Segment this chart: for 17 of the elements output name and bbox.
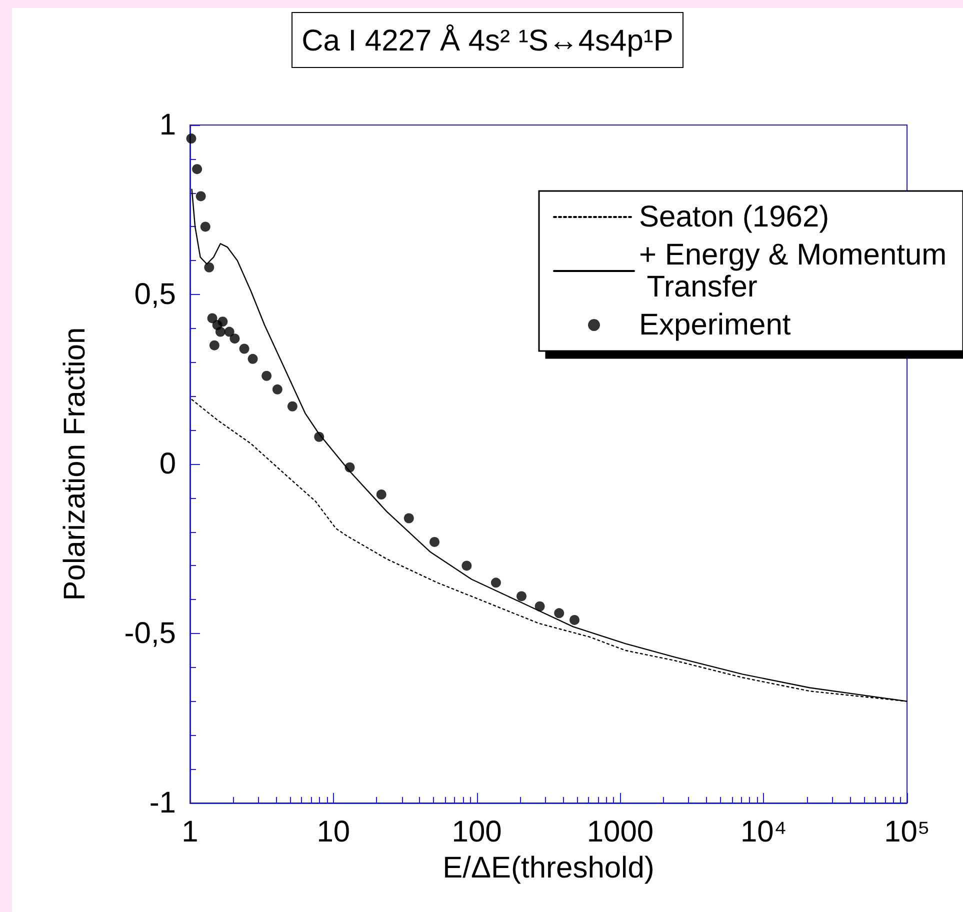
y-tick-label: 0 — [159, 448, 176, 480]
chart-title: Ca I 4227 Å 4s² ¹S↔4s4p¹P — [302, 24, 674, 58]
y-tick-label: 1 — [159, 108, 176, 142]
x-tick-label: 1 — [182, 816, 198, 848]
x-tick-label: 10⁴ — [740, 816, 787, 848]
legend-label: + Energy & Momentum Transfer — [639, 238, 947, 304]
y-axis-title: Polarization Fraction — [58, 327, 92, 601]
x-tick-label: 100 — [452, 816, 502, 848]
x-tick-label: 10 — [316, 816, 350, 848]
x-tick-label: 10⁵ — [884, 816, 930, 848]
legend-label: Seaton (1962) — [639, 200, 830, 234]
legend-label: Experiment — [639, 308, 792, 342]
y-tick-label: -0,5 — [124, 617, 176, 650]
x-axis-title: E/ΔE(threshold) — [442, 852, 654, 884]
x-tick-label: 1000 — [586, 816, 654, 848]
y-tick-label: -1 — [149, 786, 176, 820]
y-tick-label: 0,5 — [134, 278, 176, 311]
